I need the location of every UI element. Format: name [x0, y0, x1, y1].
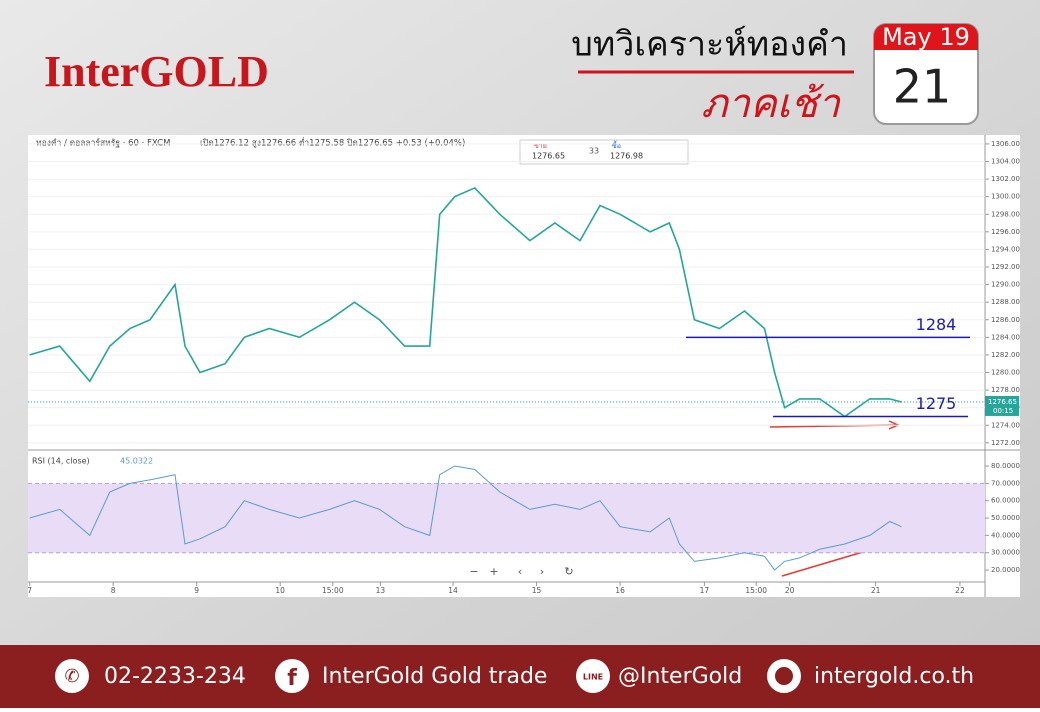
facebook-glyph: f [287, 666, 297, 691]
sell-label: ขาย [534, 142, 547, 150]
footer: ✆ 02-2233-234 f InterGold Gold trade LIN… [55, 659, 974, 693]
buy-label: ซื้อ [612, 139, 621, 150]
chart-toolbar: − + ‹ › ↻ [469, 565, 573, 578]
price-line [29, 186, 902, 418]
x-tick-label: 22 [955, 586, 965, 595]
ohlc-label: เปิด1276.12 สูง1276.66 ต่ำ1275.58 ปิด127… [200, 137, 465, 149]
phone-icon [55, 659, 89, 693]
x-tick-label: 21 [871, 586, 881, 595]
sell-price[interactable]: 1276.65 [532, 152, 565, 161]
scroll-right[interactable]: › [540, 565, 544, 578]
reset[interactable]: ↻ [564, 565, 573, 578]
logo: InterGOLD [44, 47, 269, 96]
x-tick-label: 15 [532, 586, 542, 595]
y-tick-label: 1290.00 [991, 281, 1020, 289]
x-tick-label: 8 [111, 586, 116, 595]
y-tick-label: 1300.00 [991, 193, 1020, 201]
line-id[interactable]: @InterGold [618, 664, 742, 689]
y-tick-label: 20.0000 [991, 566, 1020, 574]
y-tick-label: 70.0000 [991, 479, 1020, 487]
rsi-label: RSI (14, close) [32, 457, 90, 466]
x-tick-label: 13 [376, 586, 386, 595]
y-tick-label: 40.0000 [991, 531, 1020, 539]
y-tick-label: 1288.00 [991, 298, 1020, 306]
scroll-left[interactable]: ‹ [518, 565, 522, 578]
spread: 33 [589, 147, 599, 156]
y-tick-label: 80.0000 [991, 462, 1020, 470]
x-tick-label: 7 [27, 586, 32, 595]
y-tick-label: 60.0000 [991, 497, 1020, 505]
y-tick-label: 1280.00 [991, 369, 1020, 377]
y-tick-label: 1282.00 [991, 351, 1020, 359]
rsi-value: 45.0322 [120, 457, 153, 466]
facebook-icon [275, 659, 309, 693]
calendar-day: 21 [893, 60, 952, 114]
rsi-line [29, 465, 902, 571]
y-tick-label: 1296.00 [991, 228, 1020, 236]
x-tick-label: 17 [700, 586, 710, 595]
x-tick-label: 15:00 [322, 586, 344, 595]
y-tick-label: 1286.00 [991, 316, 1020, 324]
x-tick-label: 16 [615, 586, 625, 595]
y-tick-label: 50.0000 [991, 514, 1020, 522]
web-globe [775, 667, 793, 685]
phone[interactable]: 02-2233-234 [104, 664, 246, 689]
y-tick-label: 1298.00 [991, 210, 1020, 218]
line-icon [576, 659, 610, 693]
symbol-label: ทองคำ / ดอลลาร์สหรัฐ · 60 · FXCM [36, 138, 170, 149]
last-price-tag [985, 395, 1019, 416]
phone-glyph: ✆ [64, 666, 79, 687]
x-tick-label: 10 [275, 586, 285, 595]
title: บทวิเคราะห์ทองคำ [571, 25, 848, 65]
y-tick-label: 30.0000 [991, 549, 1020, 557]
x-tick-label: 14 [448, 586, 458, 595]
y-tick-label: 1294.00 [991, 245, 1020, 253]
last-price-label: 1276.65 [988, 398, 1017, 406]
website[interactable]: intergold.co.th [814, 664, 974, 689]
last-time-label: 00:15 [993, 407, 1013, 415]
line-glyph: LINE [583, 673, 603, 682]
y-tick-label: 1272.00 [991, 439, 1020, 447]
rsi-band [28, 483, 985, 553]
y-tick-label: 1284.00 [991, 333, 1020, 341]
y-tick-label: 1304.00 [991, 157, 1020, 165]
x-tick-label: 20 [785, 586, 795, 595]
calendar-top [874, 24, 978, 50]
y-tick-label: 1306.00 [991, 140, 1020, 148]
level-label: 1284 [916, 315, 957, 334]
x-tick-label: 9 [194, 586, 199, 595]
y-tick-label: 1292.00 [991, 263, 1020, 271]
y-tick-label: 1302.00 [991, 175, 1020, 183]
x-tick-label: 15:00 [745, 586, 767, 595]
zoom-out[interactable]: − [469, 565, 478, 578]
facebook[interactable]: InterGold Gold trade [322, 664, 547, 689]
level-label: 1275 [916, 394, 957, 413]
buy-price[interactable]: 1276.98 [610, 152, 643, 161]
y-tick-label: 1278.00 [991, 386, 1020, 394]
y-tick-label: 1274.00 [991, 421, 1020, 429]
zoom-in[interactable]: + [489, 565, 498, 578]
subtitle: ภาคเช้า [701, 81, 841, 127]
calendar-month: May 19 [882, 23, 970, 51]
footer-band [0, 645, 1040, 708]
